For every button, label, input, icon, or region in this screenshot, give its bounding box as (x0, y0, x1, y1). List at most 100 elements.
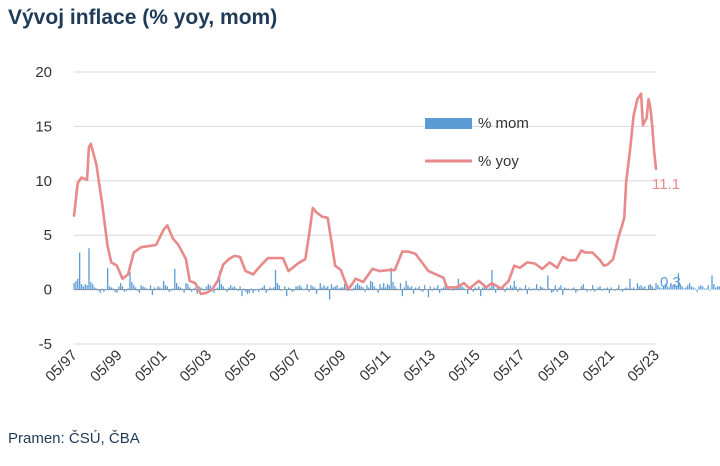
mom-bar (424, 285, 426, 290)
mom-bar (547, 275, 549, 290)
mom-bar (133, 285, 135, 290)
mom-bar (338, 288, 340, 290)
mom-bar (444, 284, 446, 290)
mom-bar (120, 283, 122, 290)
mom-bar (668, 287, 670, 290)
mom-bar (370, 280, 372, 290)
mom-bar (224, 288, 226, 290)
y-tick-label: -5 (39, 336, 52, 353)
mom-bar (457, 278, 459, 290)
mom-bar (192, 288, 195, 290)
mom-bar (388, 285, 390, 290)
mom-bar (425, 289, 428, 291)
x-tick-label: 05/23 (624, 347, 663, 386)
mom-bar (588, 289, 590, 291)
legend-label-mom: % mom (478, 115, 529, 132)
mom-bar (627, 288, 629, 290)
mom-end-label: 0.3 (660, 274, 681, 291)
mom-bar (577, 289, 579, 291)
mom-bar (390, 267, 392, 290)
mom-bar (149, 285, 152, 290)
mom-bar (506, 287, 508, 290)
mom-bar (623, 288, 625, 290)
gridlines (74, 71, 656, 345)
mom-bar (571, 288, 573, 290)
mom-bar (461, 286, 463, 290)
y-tick-label: 15 (35, 118, 52, 135)
mom-bar (433, 287, 435, 290)
mom-bar (517, 289, 519, 292)
mom-bar (218, 271, 221, 290)
mom-bar (373, 286, 376, 290)
legend: % mom % yoy (425, 115, 529, 170)
mom-bar (116, 289, 118, 293)
mom-bar (129, 272, 131, 290)
mom-bar (422, 289, 424, 292)
mom-bar (259, 288, 262, 290)
mom-bar (435, 288, 437, 290)
mom-bar (215, 288, 217, 290)
mom-bar (536, 284, 538, 290)
mom-bar (325, 287, 327, 290)
x-tick-label: 05/05 (221, 347, 260, 386)
mom-bar (590, 289, 592, 291)
mom-bar (161, 288, 163, 290)
mom-bar (694, 288, 696, 290)
mom-bar (314, 287, 316, 290)
mom-bar (679, 284, 681, 290)
mom-bar (291, 289, 293, 292)
mom-bar (448, 288, 450, 290)
mom-bar (467, 289, 469, 294)
mom-bar (440, 288, 443, 290)
mom-bar (239, 286, 241, 290)
mom-bar (465, 289, 467, 291)
mom-bar (718, 286, 720, 290)
mom-bar (284, 286, 286, 290)
mom-bar (621, 289, 624, 292)
legend-swatch-mom (425, 118, 472, 129)
mom-bar (659, 287, 661, 290)
mom-bar (293, 289, 295, 291)
mom-bar (526, 289, 528, 294)
mom-bar (459, 285, 461, 290)
mom-bar (203, 289, 206, 291)
mom-bar (675, 286, 678, 290)
mom-bar (312, 286, 314, 290)
mom-bar (647, 285, 650, 290)
mom-bar (565, 288, 568, 290)
mom-bar (114, 289, 116, 292)
mom-bar (127, 288, 129, 290)
mom-bar (688, 283, 691, 290)
mom-bar (97, 289, 99, 291)
x-tick-label: 05/13 (400, 347, 439, 386)
mom-bar (427, 289, 430, 298)
mom-bar (649, 284, 652, 290)
mom-bar (366, 285, 368, 290)
mom-bar (202, 288, 204, 290)
legend-label-yoy: % yoy (478, 153, 519, 170)
mom-bar (101, 288, 103, 290)
mom-bar (508, 288, 510, 290)
mom-bar (269, 287, 271, 290)
mom-bar (487, 288, 489, 290)
yoy-end-label: 11.1 (652, 176, 680, 193)
mom-bar (575, 289, 577, 293)
mom-bar (549, 288, 551, 290)
mom-bar (304, 288, 307, 290)
mom-bar (77, 278, 79, 290)
mom-bar (377, 289, 379, 293)
mom-bar (280, 289, 282, 291)
mom-bar (463, 287, 465, 290)
mom-bar (334, 286, 336, 290)
mom-bar (625, 287, 627, 290)
mom-bar (207, 284, 210, 290)
mom-bar (358, 285, 361, 290)
mom-bar (593, 289, 596, 292)
x-tick-label: 05/19 (535, 347, 574, 386)
mom-bar (705, 288, 708, 290)
mom-bar (608, 289, 611, 293)
mom-bar (93, 287, 96, 290)
mom-bar (106, 267, 109, 290)
mom-bar (332, 287, 334, 290)
mom-bar (254, 289, 256, 291)
